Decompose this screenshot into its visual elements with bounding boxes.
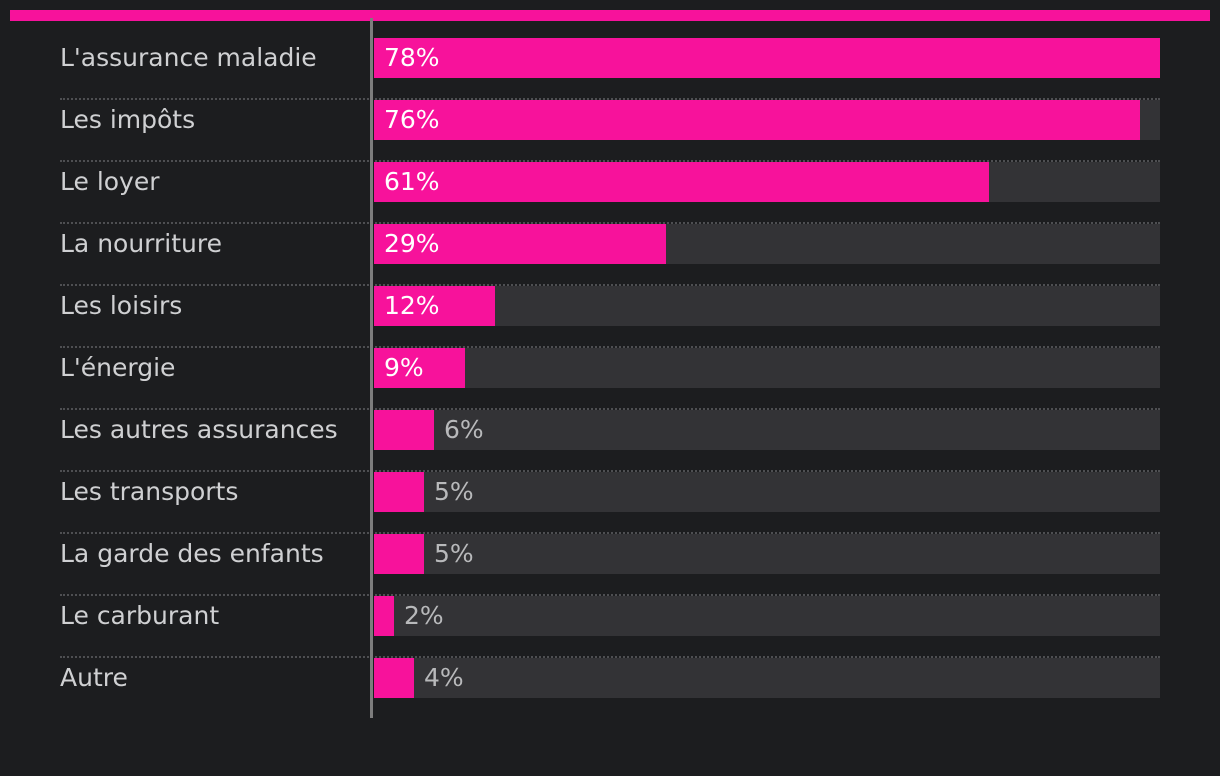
value-label: 12% [384,291,440,320]
category-label: L'énergie [60,353,176,382]
bar-row: La garde des enfants 5% [60,534,1160,596]
bar-row: L'énergie 9% [60,348,1160,410]
value-label: 5% [434,539,474,568]
accent-top-bar [10,10,1210,21]
row-divider [60,284,1160,286]
bar [374,534,424,574]
value-label: 29% [384,229,440,258]
bar [374,286,495,326]
row-divider [60,656,1160,658]
bar-track: 5% [374,534,1160,574]
value-label: 9% [384,353,424,382]
bar [374,348,465,388]
bar [374,162,989,202]
bar [374,410,434,450]
bar-row: La nourriture 29% [60,224,1160,286]
bar-track: 6% [374,410,1160,450]
bar [374,596,394,636]
bar-track: 12% [374,286,1160,326]
bar [374,472,424,512]
category-label: Les autres assurances [60,415,338,444]
category-label: Le carburant [60,601,220,630]
value-label: 2% [404,601,444,630]
bar-row: Le carburant 2% [60,596,1160,658]
row-divider [60,160,1160,162]
value-label: 4% [424,663,464,692]
category-label: L'assurance maladie [60,43,317,72]
bar-track: 9% [374,348,1160,388]
category-label: La nourriture [60,229,222,258]
bar-row: Autre 4% [60,658,1160,720]
bar-track: 78% [374,38,1160,78]
bar [374,658,414,698]
bar-row: L'assurance maladie 78% [60,38,1160,100]
category-label: Les loisirs [60,291,183,320]
bar-track: 76% [374,100,1160,140]
value-label: 76% [384,105,440,134]
row-divider [60,470,1160,472]
row-divider [60,532,1160,534]
bar-track: 61% [374,162,1160,202]
row-divider [60,222,1160,224]
bar-row: Les autres assurances 6% [60,410,1160,472]
bar-track: 4% [374,658,1160,698]
value-label: 61% [384,167,440,196]
bar-row: Le loyer 61% [60,162,1160,224]
bar-row: Les impôts 76% [60,100,1160,162]
category-label: Les transports [60,477,239,506]
category-label: La garde des enfants [60,539,324,568]
row-divider [60,408,1160,410]
bar-row: Les loisirs 12% [60,286,1160,348]
bar [374,100,1140,140]
bar-track: 5% [374,472,1160,512]
category-label: Le loyer [60,167,160,196]
row-divider [60,98,1160,100]
axis-line [370,18,373,718]
value-label: 5% [434,477,474,506]
value-label: 78% [384,43,440,72]
bar-row: Les transports 5% [60,472,1160,534]
category-label: Autre [60,663,128,692]
bar-track: 2% [374,596,1160,636]
row-divider [60,346,1160,348]
row-divider [60,594,1160,596]
value-label: 6% [444,415,484,444]
bar [374,224,666,264]
bar [374,38,1160,78]
bar-track: 29% [374,224,1160,264]
category-label: Les impôts [60,105,196,134]
